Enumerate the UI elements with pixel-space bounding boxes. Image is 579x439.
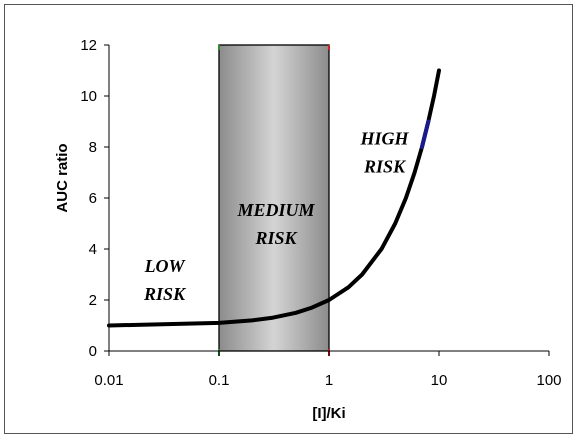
zone-label-line: RISK <box>255 228 299 248</box>
low-risk-label: LOW RISK <box>143 256 187 304</box>
zone-label-line: HIGH <box>360 128 410 148</box>
zone-label-line: LOW <box>144 256 187 276</box>
axes: 0 2 4 6 8 10 12 0.01 0.1 1 10 100 <box>80 37 561 389</box>
series <box>107 68 441 328</box>
risk-zones <box>218 44 330 356</box>
zone-label-line: MEDIUM <box>237 200 316 220</box>
x-axis-title: [I]/Ki <box>312 405 345 422</box>
y-tick-label: 0 <box>89 343 97 360</box>
chart-frame: 0 2 4 6 8 10 12 0.01 0.1 1 10 100 [I]/Ki AUC ratio LO… <box>4 4 573 434</box>
highlight-segment <box>419 119 431 149</box>
y-tick-label: 6 <box>89 190 97 207</box>
y-tick-label: 12 <box>80 37 97 54</box>
y-tick-label: 4 <box>89 241 97 258</box>
zone-label-line: RISK <box>363 156 407 176</box>
x-tick-label: 0.01 <box>94 372 123 389</box>
high-risk-label: HIGH RISK <box>360 128 410 176</box>
x-tick-label: 0.1 <box>209 372 230 389</box>
x-tick-label: 100 <box>536 372 561 389</box>
x-tick-label: 10 <box>431 372 448 389</box>
medium-risk-label: MEDIUM RISK <box>237 200 316 248</box>
y-axis-title: AUC ratio <box>54 143 71 212</box>
y-tick-label: 8 <box>89 139 97 156</box>
zone-label-line: RISK <box>143 284 187 304</box>
labels: [I]/Ki AUC ratio LOW RISK MEDIUM RISK HIGH RISK <box>54 128 410 422</box>
medium-risk-zone <box>218 44 330 352</box>
x-tick-label: 1 <box>325 372 333 389</box>
chart: 0 2 4 6 8 10 12 0.01 0.1 1 10 100 [I]/Ki AUC ratio LO… <box>54 37 562 422</box>
y-tick-label: 10 <box>80 88 97 105</box>
y-tick-label: 2 <box>89 292 97 309</box>
